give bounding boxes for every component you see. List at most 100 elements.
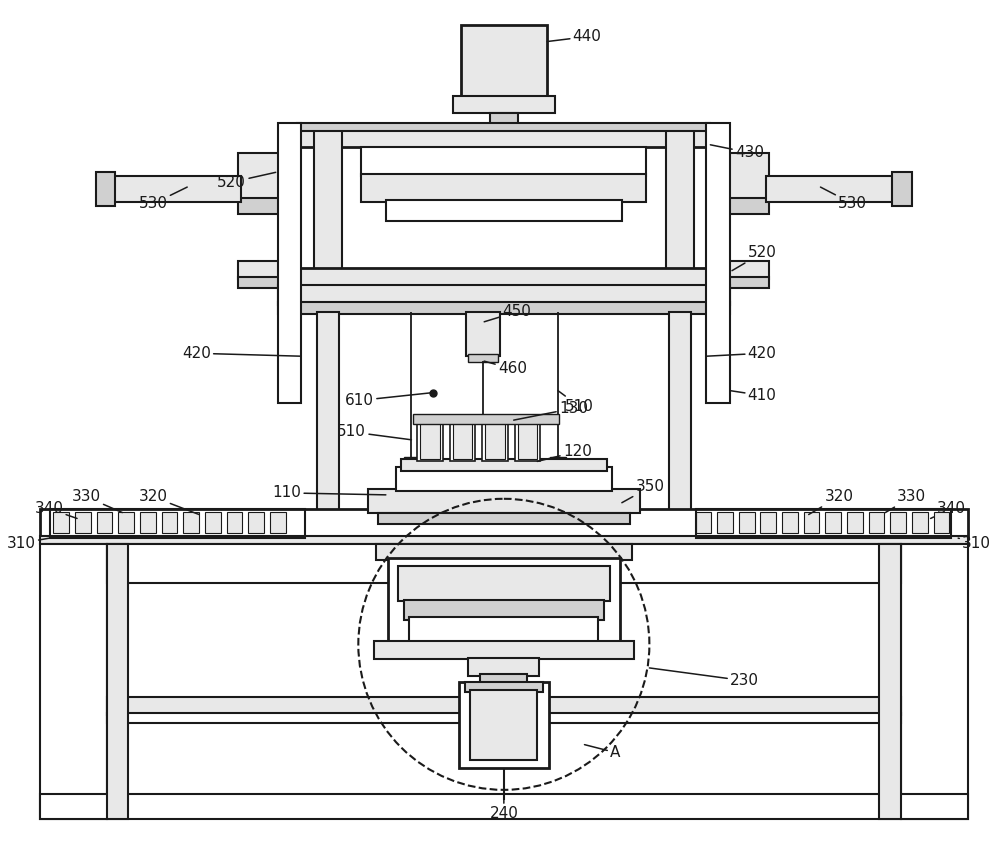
Bar (368, 489, 640, 512)
Bar (183, 511, 199, 534)
Bar (477, 497, 489, 504)
Bar (107, 544, 128, 819)
Text: 240: 240 (489, 784, 518, 821)
Bar (99, 176, 241, 202)
Bar (107, 544, 901, 583)
Bar (107, 698, 901, 715)
Text: 320: 320 (809, 489, 853, 515)
Bar (413, 414, 559, 424)
Bar (417, 418, 443, 462)
Bar (766, 176, 909, 202)
Bar (666, 125, 694, 287)
Text: 330: 330 (72, 489, 122, 512)
Bar (374, 641, 634, 659)
Bar (450, 418, 475, 462)
Bar (804, 511, 819, 534)
Text: 450: 450 (484, 304, 531, 321)
Bar (420, 420, 440, 459)
Text: 320: 320 (139, 489, 199, 515)
Bar (40, 793, 968, 819)
Bar (406, 475, 417, 482)
Bar (238, 276, 299, 288)
Bar (890, 511, 906, 534)
Bar (879, 544, 901, 819)
Bar (238, 261, 299, 279)
Bar (869, 511, 884, 534)
Bar (270, 511, 286, 534)
Text: 330: 330 (885, 489, 926, 512)
Bar (278, 123, 301, 404)
Bar (782, 511, 798, 534)
Bar (892, 173, 912, 206)
Text: A: A (584, 745, 620, 760)
Bar (550, 457, 566, 477)
Bar (934, 511, 949, 534)
Bar (490, 114, 518, 131)
Bar (696, 511, 711, 534)
Bar (404, 600, 604, 620)
Bar (388, 557, 620, 641)
Text: 520: 520 (732, 245, 777, 271)
Bar (140, 511, 156, 534)
Bar (227, 511, 242, 534)
Text: 420: 420 (182, 345, 301, 361)
Bar (475, 479, 491, 498)
Text: 530: 530 (820, 187, 867, 211)
Text: 510: 510 (337, 424, 411, 439)
Text: 130: 130 (514, 401, 588, 420)
Bar (825, 511, 841, 534)
Bar (107, 713, 901, 723)
Bar (515, 418, 540, 462)
Bar (706, 123, 730, 404)
Bar (386, 200, 622, 221)
Bar (470, 689, 537, 760)
Text: 430: 430 (710, 144, 764, 160)
Bar (314, 125, 342, 287)
Bar (739, 511, 755, 534)
Text: 460: 460 (484, 361, 527, 376)
Text: 420: 420 (706, 345, 777, 361)
Bar (401, 459, 607, 471)
Text: 410: 410 (730, 388, 777, 403)
Bar (708, 276, 769, 288)
Bar (297, 123, 710, 131)
Text: 340: 340 (931, 501, 966, 518)
Bar (708, 261, 769, 279)
Bar (75, 511, 91, 534)
Text: 310: 310 (7, 535, 50, 551)
Bar (40, 536, 968, 544)
Bar (297, 125, 710, 147)
Text: 530: 530 (139, 187, 187, 211)
Bar (461, 25, 547, 98)
Bar (901, 544, 968, 819)
Text: 310: 310 (958, 535, 991, 551)
Bar (485, 420, 505, 459)
Bar (238, 153, 299, 200)
Bar (205, 511, 221, 534)
Bar (912, 511, 928, 534)
Bar (708, 153, 769, 200)
Bar (248, 511, 264, 534)
Bar (361, 174, 646, 202)
Bar (404, 457, 419, 477)
Text: 110: 110 (272, 486, 386, 500)
Text: 440: 440 (547, 29, 602, 44)
Bar (118, 511, 134, 534)
Bar (361, 147, 646, 176)
Bar (760, 511, 776, 534)
Bar (717, 511, 733, 534)
Text: 120: 120 (537, 444, 592, 462)
Bar (847, 511, 863, 534)
Text: 340: 340 (34, 501, 77, 518)
Bar (466, 312, 500, 357)
Bar (162, 511, 177, 534)
Bar (97, 511, 112, 534)
Bar (238, 198, 299, 214)
Bar (398, 566, 610, 601)
Text: 520: 520 (217, 173, 276, 190)
Text: 350: 350 (622, 480, 665, 503)
Text: 510: 510 (558, 391, 594, 414)
Bar (518, 420, 537, 459)
Bar (409, 616, 598, 645)
Bar (708, 198, 769, 214)
